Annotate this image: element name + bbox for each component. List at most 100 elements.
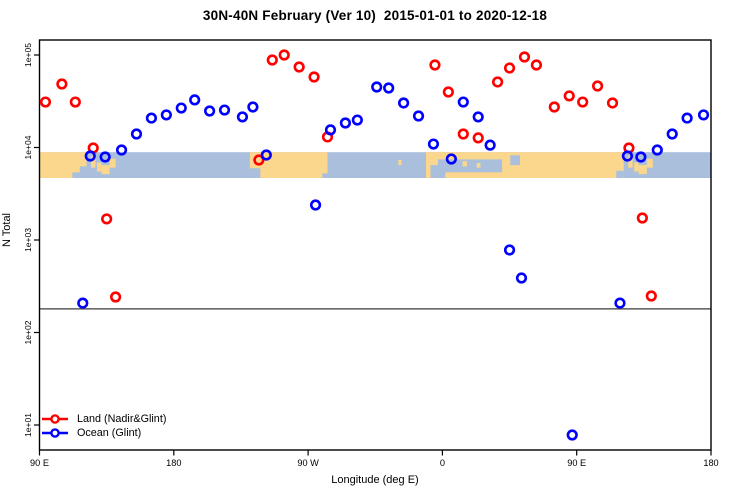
land-point	[577, 96, 589, 108]
land-point	[266, 54, 278, 66]
y-tick-label: 1e+03	[23, 228, 33, 252]
land-point	[278, 49, 290, 61]
ocean-series-icon	[42, 428, 68, 438]
plot-border	[38, 39, 712, 451]
x-tick-label: 90 E	[567, 458, 586, 468]
map-band-land	[462, 161, 468, 167]
y-tick-label: 1e+04	[23, 135, 33, 159]
land-point	[101, 213, 113, 225]
ocean-point	[566, 429, 578, 441]
map-band-land	[638, 165, 647, 175]
legend-label-land: Land (Nadir&Glint)	[77, 413, 167, 425]
land-point	[645, 290, 657, 302]
land-point	[429, 59, 441, 71]
x-tick-label: 180	[166, 458, 181, 468]
land-point	[69, 96, 81, 108]
ocean-point	[457, 96, 469, 108]
land-series-icon	[42, 414, 68, 424]
y-tick-label: 1e+01	[23, 413, 33, 437]
x-axis-title: Longitude (deg E)	[331, 474, 419, 486]
y-tick-label: 1e+05	[23, 43, 33, 67]
land-point	[591, 80, 604, 92]
ocean-point	[309, 199, 322, 211]
ocean-point	[189, 94, 201, 106]
map-band-ocean	[322, 173, 328, 179]
map-band-land	[109, 158, 116, 168]
land-point	[492, 76, 504, 88]
map-band-land	[398, 159, 402, 166]
ocean-point	[99, 151, 111, 163]
map-band-land	[101, 165, 110, 175]
ocean-point	[383, 82, 395, 94]
ocean-point	[651, 144, 663, 156]
land-point	[56, 78, 68, 90]
legend-item-ocean: Ocean (Glint)	[41, 426, 166, 440]
ocean-point	[503, 244, 516, 256]
land-point	[110, 291, 122, 303]
x-tick-label: 90 W	[297, 458, 319, 468]
ocean-point	[445, 153, 457, 165]
land-point	[308, 71, 320, 83]
land-point	[293, 61, 305, 73]
land-point	[253, 154, 265, 166]
ocean-point	[621, 150, 634, 162]
ocean-point	[681, 112, 693, 124]
ocean-point	[175, 102, 187, 114]
land-point	[518, 51, 531, 63]
ocean-point	[260, 149, 272, 161]
ocean-point	[351, 114, 363, 126]
map-band-ocean	[510, 155, 520, 166]
ocean-point	[697, 109, 710, 121]
y-tick-label: 1e+02	[23, 320, 33, 344]
ocean-point	[130, 128, 143, 140]
land-point	[606, 97, 619, 109]
ocean-point	[472, 111, 484, 123]
land-legend-circle	[50, 414, 60, 424]
ocean-point	[218, 104, 231, 116]
ocean-point	[84, 150, 96, 162]
ocean-point	[324, 124, 337, 136]
ocean-point	[115, 144, 128, 156]
map-band-land	[646, 158, 653, 168]
land-point	[503, 62, 516, 74]
legend-label-ocean: Ocean (Glint)	[77, 427, 142, 439]
map-band-land	[90, 156, 96, 168]
ocean-point	[204, 105, 216, 117]
ocean-point	[398, 97, 410, 109]
ocean-point	[412, 110, 425, 122]
ocean-point	[515, 272, 528, 284]
x-tick-label: 90 E	[30, 458, 49, 468]
ocean-point	[666, 128, 678, 140]
land-point	[636, 212, 648, 224]
legend: Land (Nadir&Glint) Ocean (Glint)	[41, 412, 166, 440]
map-band-land	[628, 156, 633, 168]
map-band-ocean	[616, 170, 624, 179]
ocean-point	[427, 138, 440, 150]
ocean-point	[145, 112, 158, 124]
map-band-ocean	[79, 166, 87, 179]
land-point	[548, 101, 560, 113]
map-band-land	[96, 162, 102, 172]
x-tick-label: 180	[703, 458, 718, 468]
legend-item-land: Land (Nadir&Glint)	[41, 412, 166, 426]
ocean-point	[339, 117, 352, 129]
land-point	[457, 128, 469, 140]
ocean-point	[635, 151, 647, 163]
land-point	[530, 59, 543, 71]
ocean-point	[614, 297, 626, 309]
map-band-ocean	[72, 172, 87, 179]
ocean-point	[484, 139, 496, 151]
map-band-land	[634, 162, 639, 172]
ocean-point	[160, 109, 172, 121]
chart-title: 30N-40N February (Ver 10) 2015-01-01 to …	[202, 8, 548, 23]
ocean-point	[236, 111, 249, 123]
land-point	[442, 86, 454, 98]
x-tick-label: 0	[440, 458, 445, 468]
map-band-ocean	[249, 168, 261, 179]
map-band-land	[476, 163, 481, 168]
land-point	[39, 96, 52, 108]
ocean-legend-circle	[50, 428, 60, 438]
ocean-point	[371, 81, 383, 93]
